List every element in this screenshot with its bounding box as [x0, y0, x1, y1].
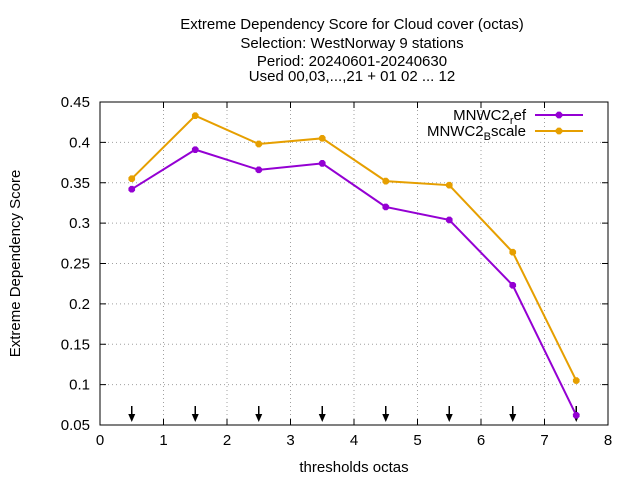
threshold-arrow-head — [509, 414, 517, 422]
series-2-point — [318, 135, 326, 142]
x-axis-ticks: 0 1 2 3 4 5 6 7 8 — [96, 102, 612, 449]
legend-label-2: MNWC2Bscale — [427, 123, 526, 143]
series-1-point — [445, 216, 453, 224]
series-2-point — [255, 140, 263, 148]
y-tick-label: 0.15 — [61, 336, 90, 353]
x-tick-label: 5 — [413, 432, 421, 449]
x-tick-label: 2 — [223, 432, 231, 449]
y-tick-label: 0.2 — [69, 296, 90, 313]
series-line-2 — [131, 114, 578, 382]
x-tick-label: 4 — [350, 432, 358, 449]
series — [128, 112, 580, 419]
y-tick-label: 0.45 — [61, 94, 90, 111]
y-tick-label: 0.4 — [69, 134, 90, 151]
title-line-1: Extreme Dependency Score for Cloud cover… — [180, 16, 523, 33]
x-tick-label: 7 — [540, 432, 548, 449]
x-tick-label: 3 — [286, 432, 294, 449]
series-line-1 — [131, 148, 578, 416]
x-axis-label: thresholds octas — [299, 459, 408, 476]
series-1-point — [191, 146, 199, 153]
series-2-point — [445, 181, 453, 189]
threshold-arrow-head — [255, 414, 263, 422]
series-2-point — [509, 248, 517, 256]
x-tick-label: 6 — [477, 432, 485, 449]
title-line-2: Selection: WestNorway 9 stations — [240, 35, 463, 52]
series-1-point — [572, 411, 580, 419]
series-1-point — [509, 281, 517, 289]
chart-title: Extreme Dependency Score for Cloud cover… — [180, 16, 523, 85]
series-1-point — [255, 166, 263, 174]
threshold-arrow-head — [318, 414, 326, 422]
title-line-4: Used 00,03,...,21 + 01 02 ... 12 — [249, 68, 455, 85]
threshold-arrow-head — [445, 414, 453, 422]
x-tick-label: 0 — [96, 432, 104, 449]
series-2-point — [382, 177, 390, 185]
x-tick-label: 1 — [159, 432, 167, 449]
threshold-arrow-head — [382, 414, 390, 422]
y-tick-label: 0.1 — [69, 377, 90, 394]
y-axis-label: Extreme Dependency Score — [7, 170, 24, 358]
series-2-point — [191, 112, 199, 120]
series-1-point — [318, 160, 326, 167]
threshold-arrow-head — [128, 414, 136, 422]
grid — [100, 102, 608, 425]
y-axis-ticks: 0.05 0.1 0.15 0.2 0.25 0.3 0.35 0.4 0.45 — [61, 94, 608, 434]
y-tick-label: 0.3 — [69, 215, 90, 232]
legend-marker-2 — [555, 127, 563, 135]
legend-label-1: MNWC2ref — [453, 107, 527, 127]
legend-marker-1 — [555, 111, 563, 119]
threshold-arrow-head — [191, 414, 199, 422]
y-tick-label: 0.35 — [61, 175, 90, 192]
series-1-point — [382, 203, 390, 211]
threshold-arrows — [128, 406, 580, 422]
series-1-point — [128, 185, 136, 193]
title-line-3: Period: 20240601-20240630 — [257, 53, 447, 70]
y-tick-label: 0.25 — [61, 256, 90, 273]
series-2-point — [572, 377, 580, 384]
y-tick-label: 0.05 — [61, 417, 90, 434]
series-2-point — [128, 175, 136, 183]
x-tick-label: 8 — [604, 432, 612, 449]
